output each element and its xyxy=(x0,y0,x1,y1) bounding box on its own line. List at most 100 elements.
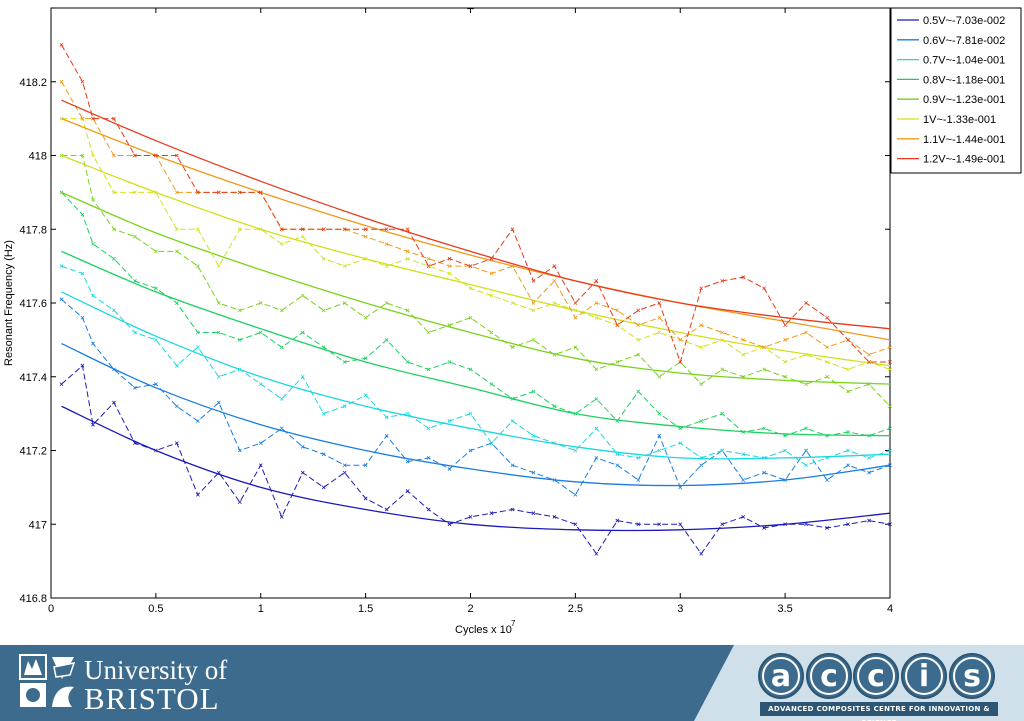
series-point-0 xyxy=(468,514,473,519)
series-fit-line-6 xyxy=(61,118,891,341)
y-tick-label: 418 xyxy=(29,151,47,163)
accis-letter-a: a xyxy=(758,653,804,699)
y-axis-label: Resonant Frequency (Hz) xyxy=(3,240,15,366)
series-point-5 xyxy=(468,286,473,291)
series-measured-line-4 xyxy=(61,155,891,407)
series-point-4 xyxy=(657,374,662,379)
series-point-6 xyxy=(174,190,179,195)
series-point-6 xyxy=(447,264,452,269)
series-point-2 xyxy=(468,411,473,416)
series-point-1 xyxy=(741,478,746,482)
series-point-3 xyxy=(363,356,368,361)
series-point-2 xyxy=(720,448,725,453)
series-point-2 xyxy=(867,455,871,460)
series-point-4 xyxy=(342,301,347,305)
series-point-4 xyxy=(133,234,137,239)
series-point-4 xyxy=(783,374,788,379)
series-fit-line-3 xyxy=(61,250,891,437)
legend-entry-0: 0.5V~-7.03e-002 xyxy=(923,15,1005,27)
series-point-6 xyxy=(112,153,116,158)
series-point-3 xyxy=(489,382,494,387)
series-point-2 xyxy=(804,463,808,468)
series-point-5 xyxy=(174,227,179,232)
series-point-2 xyxy=(489,441,494,446)
series-point-7 xyxy=(657,301,662,305)
series-fit-line-0 xyxy=(61,405,891,532)
university-name-line2: BRISTOL xyxy=(84,681,220,716)
x-tick-label: 2 xyxy=(467,603,473,615)
series-point-5 xyxy=(321,256,326,261)
series-point-3 xyxy=(80,212,85,217)
accis-tagline: ADVANCED COMPOSITES CENTRE FOR INNOVATIO… xyxy=(760,702,998,721)
series-point-3 xyxy=(195,330,200,335)
series-point-7 xyxy=(741,275,746,280)
series-point-7 xyxy=(133,153,137,158)
series-point-7 xyxy=(573,301,578,305)
legend-entry-1: 0.6V~-7.81e-002 xyxy=(923,35,1005,47)
series-point-4 xyxy=(216,301,221,305)
series-point-7 xyxy=(405,227,410,232)
series-point-2 xyxy=(846,448,850,453)
series-point-4 xyxy=(489,330,494,335)
series-point-5 xyxy=(825,360,829,364)
series-point-7 xyxy=(195,190,200,195)
series-point-5 xyxy=(91,153,95,158)
series-point-4 xyxy=(112,227,116,232)
series-point-7 xyxy=(468,264,473,269)
x-tick-label: 2.5 xyxy=(568,603,583,615)
series-point-0 xyxy=(237,500,242,505)
series-point-4 xyxy=(468,315,473,320)
series-point-1 xyxy=(258,441,263,446)
series-point-7 xyxy=(594,278,599,283)
accis-letter-s: s xyxy=(949,653,995,699)
series-point-4 xyxy=(762,367,767,372)
series-point-6 xyxy=(426,256,431,261)
series-point-1 xyxy=(825,478,829,482)
series-point-4 xyxy=(510,345,515,350)
series-point-3 xyxy=(153,286,158,291)
series-point-2 xyxy=(174,363,179,368)
series-point-0 xyxy=(804,522,808,527)
series-point-4 xyxy=(636,352,641,357)
series-point-5 xyxy=(216,264,221,269)
series-point-1 xyxy=(195,419,200,423)
series-point-2 xyxy=(783,448,788,453)
series-point-2 xyxy=(258,382,263,387)
series-point-6 xyxy=(384,242,389,246)
series-point-2 xyxy=(91,293,95,298)
x-axis-label: Cycles x 10 xyxy=(455,624,512,636)
series-point-0 xyxy=(384,507,389,512)
accis-letter-c1: c xyxy=(806,653,852,699)
series-point-3 xyxy=(237,337,242,342)
series-point-4 xyxy=(279,308,284,313)
series-point-2 xyxy=(573,448,578,453)
series-point-3 xyxy=(468,367,473,372)
series-point-2 xyxy=(133,330,137,335)
series-measured-line-0 xyxy=(61,364,891,555)
series-point-3 xyxy=(531,389,536,394)
series-point-7 xyxy=(720,278,725,283)
series-point-1 xyxy=(846,463,850,468)
svg-text:s: s xyxy=(963,659,981,694)
series-point-1 xyxy=(174,404,179,409)
series-point-4 xyxy=(237,308,242,313)
series-point-3 xyxy=(342,360,347,364)
series-point-0 xyxy=(300,470,305,475)
series-point-1 xyxy=(447,467,452,471)
series-point-3 xyxy=(762,426,767,431)
series-point-3 xyxy=(888,426,892,431)
series-point-7 xyxy=(91,116,95,121)
x-tick-label: 4 xyxy=(887,603,893,615)
series-point-0 xyxy=(888,522,892,527)
series-point-7 xyxy=(80,79,85,84)
series-point-3 xyxy=(384,337,389,342)
series-point-7 xyxy=(552,264,557,269)
series-point-2 xyxy=(426,426,431,431)
series-point-2 xyxy=(405,411,410,416)
series-point-0 xyxy=(80,363,85,368)
x-tick-label: 3 xyxy=(677,603,683,615)
series-point-3 xyxy=(216,330,221,335)
series-point-2 xyxy=(216,374,221,379)
series-point-1 xyxy=(594,455,599,460)
series-point-7 xyxy=(216,190,221,195)
